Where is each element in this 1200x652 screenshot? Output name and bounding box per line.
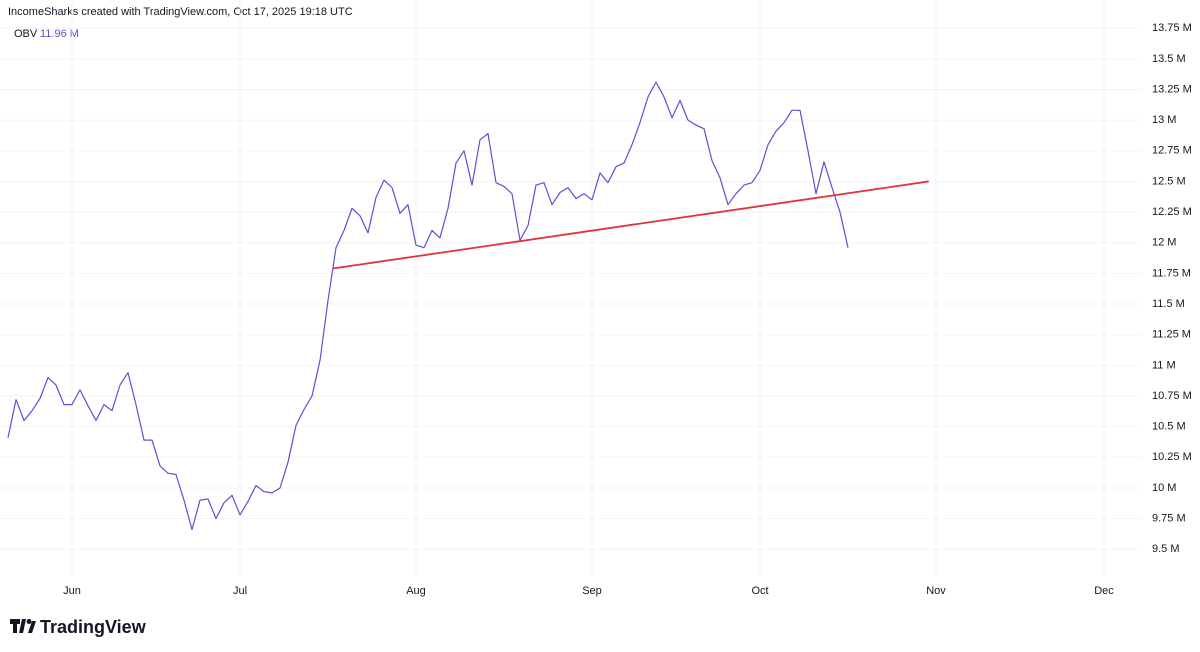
y-tick-label: 9.75 M [1152,513,1186,525]
y-tick-label: 13.75 M [1152,22,1192,34]
trend-line [332,180,929,270]
legend-value: 11.96 M [40,28,79,40]
y-tick-label: 9.5 M [1152,543,1180,555]
x-tick-label: Jun [63,585,81,597]
obv-line [7,81,849,531]
x-tick-label: Jul [233,585,247,597]
y-tick-label: 10 M [1152,482,1176,494]
y-tick-label: 13 M [1152,114,1176,126]
y-tick-label: 10.75 M [1152,390,1192,402]
x-tick-label: Sep [582,585,602,597]
y-tick-label: 11.5 M [1152,298,1185,310]
y-tick-label: 11.75 M [1152,267,1191,279]
x-tick-label: Dec [1094,585,1114,597]
x-tick-label: Oct [751,585,768,597]
y-tick-label: 13.25 M [1152,83,1192,95]
y-tick-label: 12.75 M [1152,145,1192,157]
y-tick-label: 13.5 M [1152,53,1186,65]
brand: TradingView [40,617,147,637]
y-tick-label: 11 M [1152,359,1176,371]
x-tick-label: Nov [926,585,946,597]
y-tick-label: 10.5 M [1152,421,1186,433]
header: IncomeSharks created with TradingView.co… [8,6,353,18]
legend-name: OBV [14,28,38,40]
y-tick-label: 12.25 M [1152,206,1192,218]
grid [0,0,1140,575]
y-tick-label: 12 M [1152,237,1176,249]
x-tick-label: Aug [406,585,426,597]
y-tick-label: 12.5 M [1152,175,1186,187]
brand-logo [10,619,36,633]
y-tick-label: 11.25 M [1152,329,1191,341]
y-tick-label: 10.25 M [1152,451,1192,463]
